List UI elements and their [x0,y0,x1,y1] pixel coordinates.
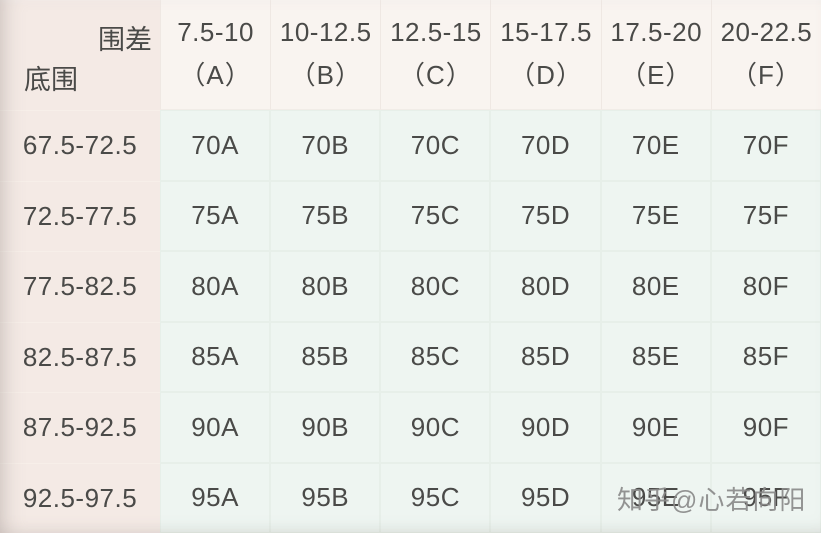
size-cell: 75C [380,180,491,251]
column-header-f: 20-22.5 （F） [710,0,821,110]
size-cell: 85E [600,321,711,392]
size-cell: 80E [600,251,711,322]
size-cell: 75D [490,180,601,251]
size-cell: 95D [490,462,601,533]
size-cell: 80F [710,251,821,322]
size-cell: 70F [710,110,821,181]
size-cell: 90E [600,392,711,463]
column-cup: （B） [289,60,362,90]
size-cell: 70C [380,110,491,181]
column-cup: （A） [179,60,252,90]
size-cell: 85A [160,321,271,392]
column-header-e: 17.5-20 （E） [600,0,711,110]
size-cell: 90F [710,392,821,463]
size-cell: 95B [270,462,381,533]
size-cell: 85F [710,321,821,392]
column-cup: （F） [730,60,802,90]
size-cell: 90C [380,392,491,463]
column-range: 15-17.5 [500,17,592,47]
column-range: 7.5-10 [177,17,254,47]
size-cell: 75B [270,180,381,251]
row-header: 92.5-97.5 [0,462,160,533]
column-cup: （C） [399,60,473,90]
column-header-d: 15-17.5 （D） [490,0,601,110]
size-cell: 75F [710,180,821,251]
column-range: 12.5-15 [390,17,482,47]
row-header: 82.5-87.5 [0,321,160,392]
row-header: 77.5-82.5 [0,251,160,322]
size-cell: 85C [380,321,491,392]
size-cell: 90B [270,392,381,463]
size-cell: 80B [270,251,381,322]
size-cell: 95C [380,462,491,533]
column-cup: （E） [620,60,693,90]
corner-header-cell: 围差 底围 [0,0,160,110]
size-cell: 80A [160,251,271,322]
size-cell: 85D [490,321,601,392]
column-header-c: 12.5-15 （C） [380,0,491,110]
column-range: 20-22.5 [720,17,813,47]
row-header: 67.5-72.5 [0,110,160,181]
column-range: 10-12.5 [279,17,372,47]
size-cell: 70A [160,110,271,181]
row-header: 87.5-92.5 [0,392,160,463]
size-cell: 80C [380,251,491,322]
column-cup: （D） [509,60,583,90]
size-cell: 95E [600,462,711,533]
size-cell: 90A [160,392,271,463]
size-cell: 70D [490,110,601,181]
size-cell: 80D [490,251,601,322]
size-cell: 70B [270,110,381,181]
corner-label-underband: 底围 [24,65,78,95]
size-cell: 70E [600,110,711,181]
size-cell: 85B [270,321,381,392]
column-range: 17.5-20 [610,17,703,47]
corner-label-cup-difference: 围差 [98,25,152,55]
size-cell: 95F [710,462,821,533]
row-header: 72.5-77.5 [0,180,160,251]
size-cell: 75E [600,180,711,251]
size-cell: 75A [160,180,271,251]
size-cell: 90D [490,392,601,463]
column-header-a: 7.5-10 （A） [160,0,271,110]
size-cell: 95A [160,462,271,533]
column-header-b: 10-12.5 （B） [270,0,381,110]
